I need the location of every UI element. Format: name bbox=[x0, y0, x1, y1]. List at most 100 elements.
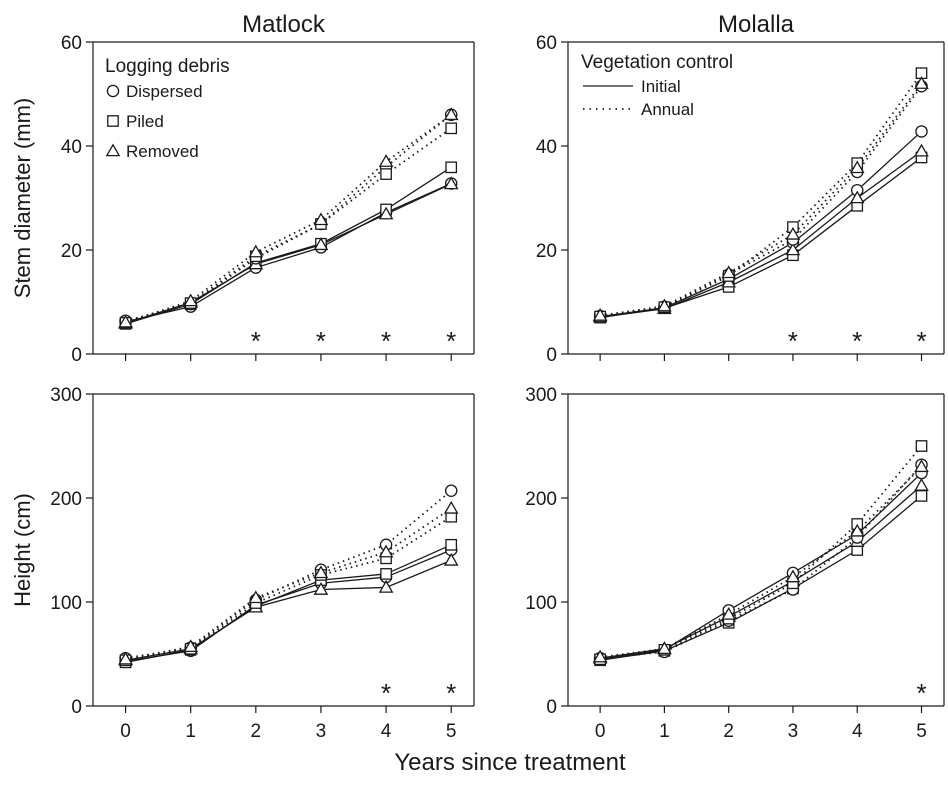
y-tick-label: 200 bbox=[50, 489, 82, 510]
data-point-piled bbox=[445, 161, 458, 174]
legend-vegetation-title: Vegetation control bbox=[581, 52, 733, 73]
x-tick-label: 0 bbox=[595, 721, 606, 742]
series-line-removed-annual bbox=[125, 507, 452, 661]
significance-asterisk: * bbox=[446, 678, 456, 708]
data-point-removed bbox=[378, 206, 394, 220]
data-point-piled bbox=[380, 168, 392, 180]
y-tick-label: 60 bbox=[61, 33, 82, 54]
y-tick-label: 40 bbox=[61, 137, 82, 158]
significance-asterisk: * bbox=[446, 326, 456, 356]
data-point-piled bbox=[445, 538, 458, 551]
y-tick-label: 20 bbox=[61, 241, 82, 262]
series-line-piled-annual bbox=[125, 515, 452, 662]
y-tick-label: 300 bbox=[525, 385, 557, 406]
data-point-dispersed bbox=[915, 125, 928, 138]
x-tick-label: 1 bbox=[185, 721, 196, 742]
data-point-removed bbox=[914, 143, 929, 157]
significance-asterisk: * bbox=[916, 678, 926, 708]
data-point-removed bbox=[914, 478, 929, 491]
legend-marker-piled bbox=[107, 115, 119, 127]
data-point-removed bbox=[849, 190, 865, 204]
panel-3: 0 100 200 300 0 1 2 3 4 5 Height (cm) * * bbox=[10, 385, 475, 742]
significance-asterisk: * bbox=[788, 326, 798, 356]
data-point-removed bbox=[248, 244, 264, 258]
series-line-piled-initial bbox=[125, 544, 452, 663]
data-point-removed bbox=[118, 651, 133, 665]
y-tick-label: 20 bbox=[536, 241, 557, 262]
data-point-removed bbox=[785, 242, 801, 256]
legend-item-dispersed: Dispersed bbox=[126, 82, 203, 101]
series-line-dispersed-initial bbox=[600, 130, 922, 318]
x-tick-label: 0 bbox=[120, 721, 131, 742]
data-point-removed bbox=[721, 606, 737, 620]
legend-vegetation: Vegetation control Initial Annual bbox=[581, 52, 733, 119]
series-line-dispersed-annual bbox=[600, 85, 923, 317]
data-point-removed bbox=[657, 641, 672, 655]
data-point-removed bbox=[313, 582, 329, 595]
data-point-dispersed bbox=[444, 484, 458, 497]
series-line-piled-annual bbox=[600, 445, 923, 661]
data-point-removed bbox=[378, 154, 394, 167]
series-line-removed-annual bbox=[600, 466, 923, 659]
significance-asterisk: * bbox=[381, 678, 391, 708]
data-point-removed bbox=[183, 293, 199, 307]
legend-debris: Logging debris Dispersed Piled Removed bbox=[105, 56, 230, 161]
data-point-removed bbox=[721, 265, 737, 279]
legend-item-annual: Annual bbox=[641, 100, 694, 119]
legend-debris-title: Logging debris bbox=[105, 56, 230, 77]
legend-item-piled: Piled bbox=[126, 112, 164, 131]
data-point-removed bbox=[313, 565, 329, 579]
x-tick-label: 1 bbox=[659, 721, 670, 742]
significance-asterisk: * bbox=[251, 326, 261, 356]
data-point-removed bbox=[443, 552, 459, 566]
legend-item-removed: Removed bbox=[126, 142, 199, 161]
y-axis-label: Height (cm) bbox=[10, 493, 35, 607]
x-tick-label: 3 bbox=[316, 721, 327, 742]
series-line-dispersed-initial bbox=[600, 472, 922, 660]
data-point-removed bbox=[914, 459, 929, 473]
x-tick-label: 3 bbox=[788, 721, 799, 742]
data-point-removed bbox=[785, 226, 801, 240]
series-line-dispersed-annual bbox=[125, 490, 452, 660]
data-point-piled bbox=[915, 440, 928, 452]
data-point-removed bbox=[657, 298, 672, 312]
data-point-removed bbox=[443, 176, 459, 190]
series-line-piled-initial bbox=[600, 156, 922, 319]
x-tick-label: 2 bbox=[251, 721, 262, 742]
significance-asterisk: * bbox=[916, 326, 926, 356]
series-line-dispersed-initial bbox=[125, 549, 452, 662]
data-point-removed bbox=[443, 500, 459, 514]
y-tick-label: 60 bbox=[536, 33, 557, 54]
data-point-removed bbox=[378, 544, 394, 558]
legend-item-initial: Initial bbox=[641, 77, 681, 96]
y-tick-label: 0 bbox=[71, 345, 82, 366]
significance-asterisk: * bbox=[381, 326, 391, 356]
y-tick-label: 200 bbox=[525, 489, 557, 510]
panel-2: 0 20 40 60 Molalla * * * bbox=[536, 11, 945, 366]
series-line-dispersed-annual bbox=[600, 464, 923, 660]
panel-title: Matlock bbox=[242, 11, 326, 38]
significance-asterisk: * bbox=[316, 326, 326, 356]
data-point-removed bbox=[183, 639, 199, 653]
data-point-removed bbox=[118, 314, 133, 328]
data-point-removed bbox=[592, 649, 608, 663]
series-line-removed-initial bbox=[125, 559, 452, 661]
data-point-removed bbox=[313, 237, 329, 251]
y-tick-label: 0 bbox=[71, 697, 82, 718]
data-point-piled bbox=[445, 122, 458, 135]
series-line-dispersed-annual bbox=[125, 114, 452, 322]
data-point-removed bbox=[849, 523, 865, 537]
data-point-removed bbox=[849, 160, 865, 174]
data-point-piled bbox=[915, 490, 928, 502]
data-point-removed bbox=[313, 212, 329, 226]
legend-marker-removed bbox=[105, 143, 121, 157]
significance-asterisk: * bbox=[852, 326, 862, 356]
data-point-removed bbox=[378, 579, 394, 593]
panel-title: Molalla bbox=[718, 11, 795, 38]
panel-4: 0 100 200 300 0 1 2 3 4 5 * bbox=[525, 385, 945, 742]
panel-1: 0 20 40 60 Matlock Stem diameter (mm) * * * * bbox=[10, 11, 475, 366]
y-axis-label: Stem diameter (mm) bbox=[10, 98, 35, 298]
series-line-piled-annual bbox=[600, 72, 923, 318]
